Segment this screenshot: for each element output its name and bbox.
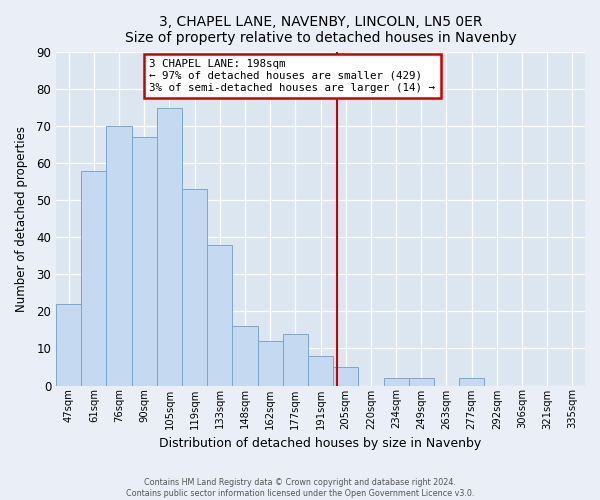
Bar — [232, 326, 257, 386]
Bar — [383, 378, 409, 386]
Text: 3 CHAPEL LANE: 198sqm
← 97% of detached houses are smaller (429)
3% of semi-deta: 3 CHAPEL LANE: 198sqm ← 97% of detached … — [149, 60, 435, 92]
Bar — [182, 189, 207, 386]
Bar — [56, 304, 81, 386]
Bar — [283, 334, 308, 386]
Bar — [81, 170, 106, 386]
Bar — [308, 356, 333, 386]
Bar — [157, 108, 182, 386]
Bar — [106, 126, 131, 386]
Title: 3, CHAPEL LANE, NAVENBY, LINCOLN, LN5 0ER
Size of property relative to detached : 3, CHAPEL LANE, NAVENBY, LINCOLN, LN5 0E… — [125, 15, 517, 45]
Text: Contains HM Land Registry data © Crown copyright and database right 2024.
Contai: Contains HM Land Registry data © Crown c… — [126, 478, 474, 498]
Bar — [257, 341, 283, 386]
X-axis label: Distribution of detached houses by size in Navenby: Distribution of detached houses by size … — [160, 437, 482, 450]
Y-axis label: Number of detached properties: Number of detached properties — [15, 126, 28, 312]
Bar — [333, 367, 358, 386]
Bar — [409, 378, 434, 386]
Bar — [207, 244, 232, 386]
Bar — [459, 378, 484, 386]
Bar — [131, 137, 157, 386]
